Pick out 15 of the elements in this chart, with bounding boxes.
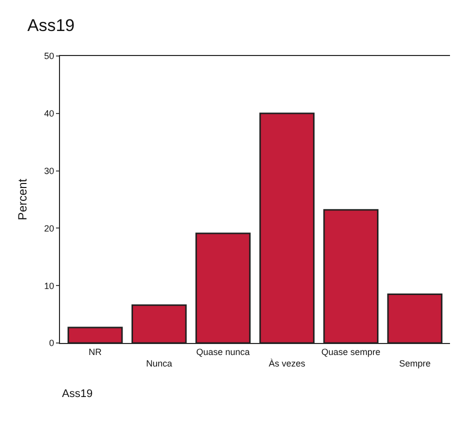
y-tick-label: 0	[49, 338, 54, 348]
y-tick-label: 10	[44, 280, 54, 291]
x-tick-label: NR	[88, 346, 102, 357]
x-tick-label: Sempre	[399, 358, 431, 368]
x-axis-title: Ass19	[62, 388, 93, 400]
y-tick-label: 20	[44, 223, 54, 234]
x-tick-label: Nunca	[146, 358, 172, 368]
x-tick-label: Quase nunca	[196, 346, 250, 357]
chart-title: Ass19	[27, 16, 75, 35]
y-tick-label: 40	[44, 108, 54, 119]
x-tick-label: Quase sempre	[321, 346, 380, 357]
y-axis-title: Percent	[15, 178, 30, 220]
y-tick-label: 50	[44, 51, 54, 62]
x-tick-label: Às vezes	[268, 358, 306, 368]
y-tick-label: 30	[44, 166, 54, 176]
